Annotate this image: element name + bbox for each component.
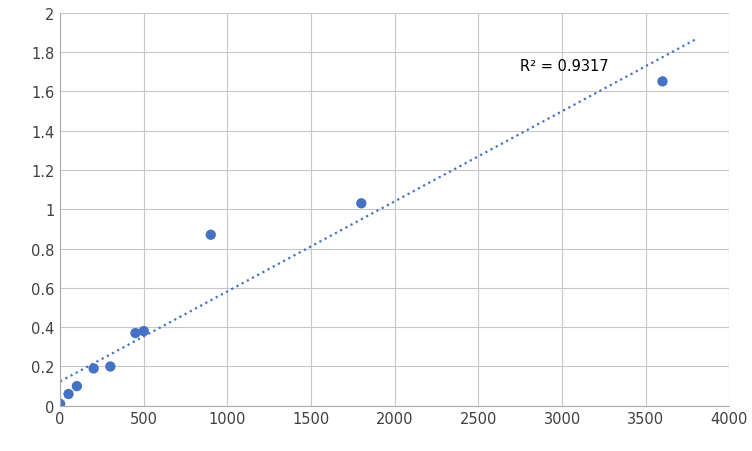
Point xyxy=(205,232,217,239)
Point xyxy=(138,328,150,335)
Point xyxy=(656,78,669,86)
Text: R² = 0.9317: R² = 0.9317 xyxy=(520,59,609,74)
Point xyxy=(105,363,117,370)
Point xyxy=(71,382,83,390)
Point xyxy=(62,391,74,398)
Point xyxy=(129,330,141,337)
Point xyxy=(87,365,99,372)
Point xyxy=(355,200,367,207)
Point xyxy=(54,400,66,408)
